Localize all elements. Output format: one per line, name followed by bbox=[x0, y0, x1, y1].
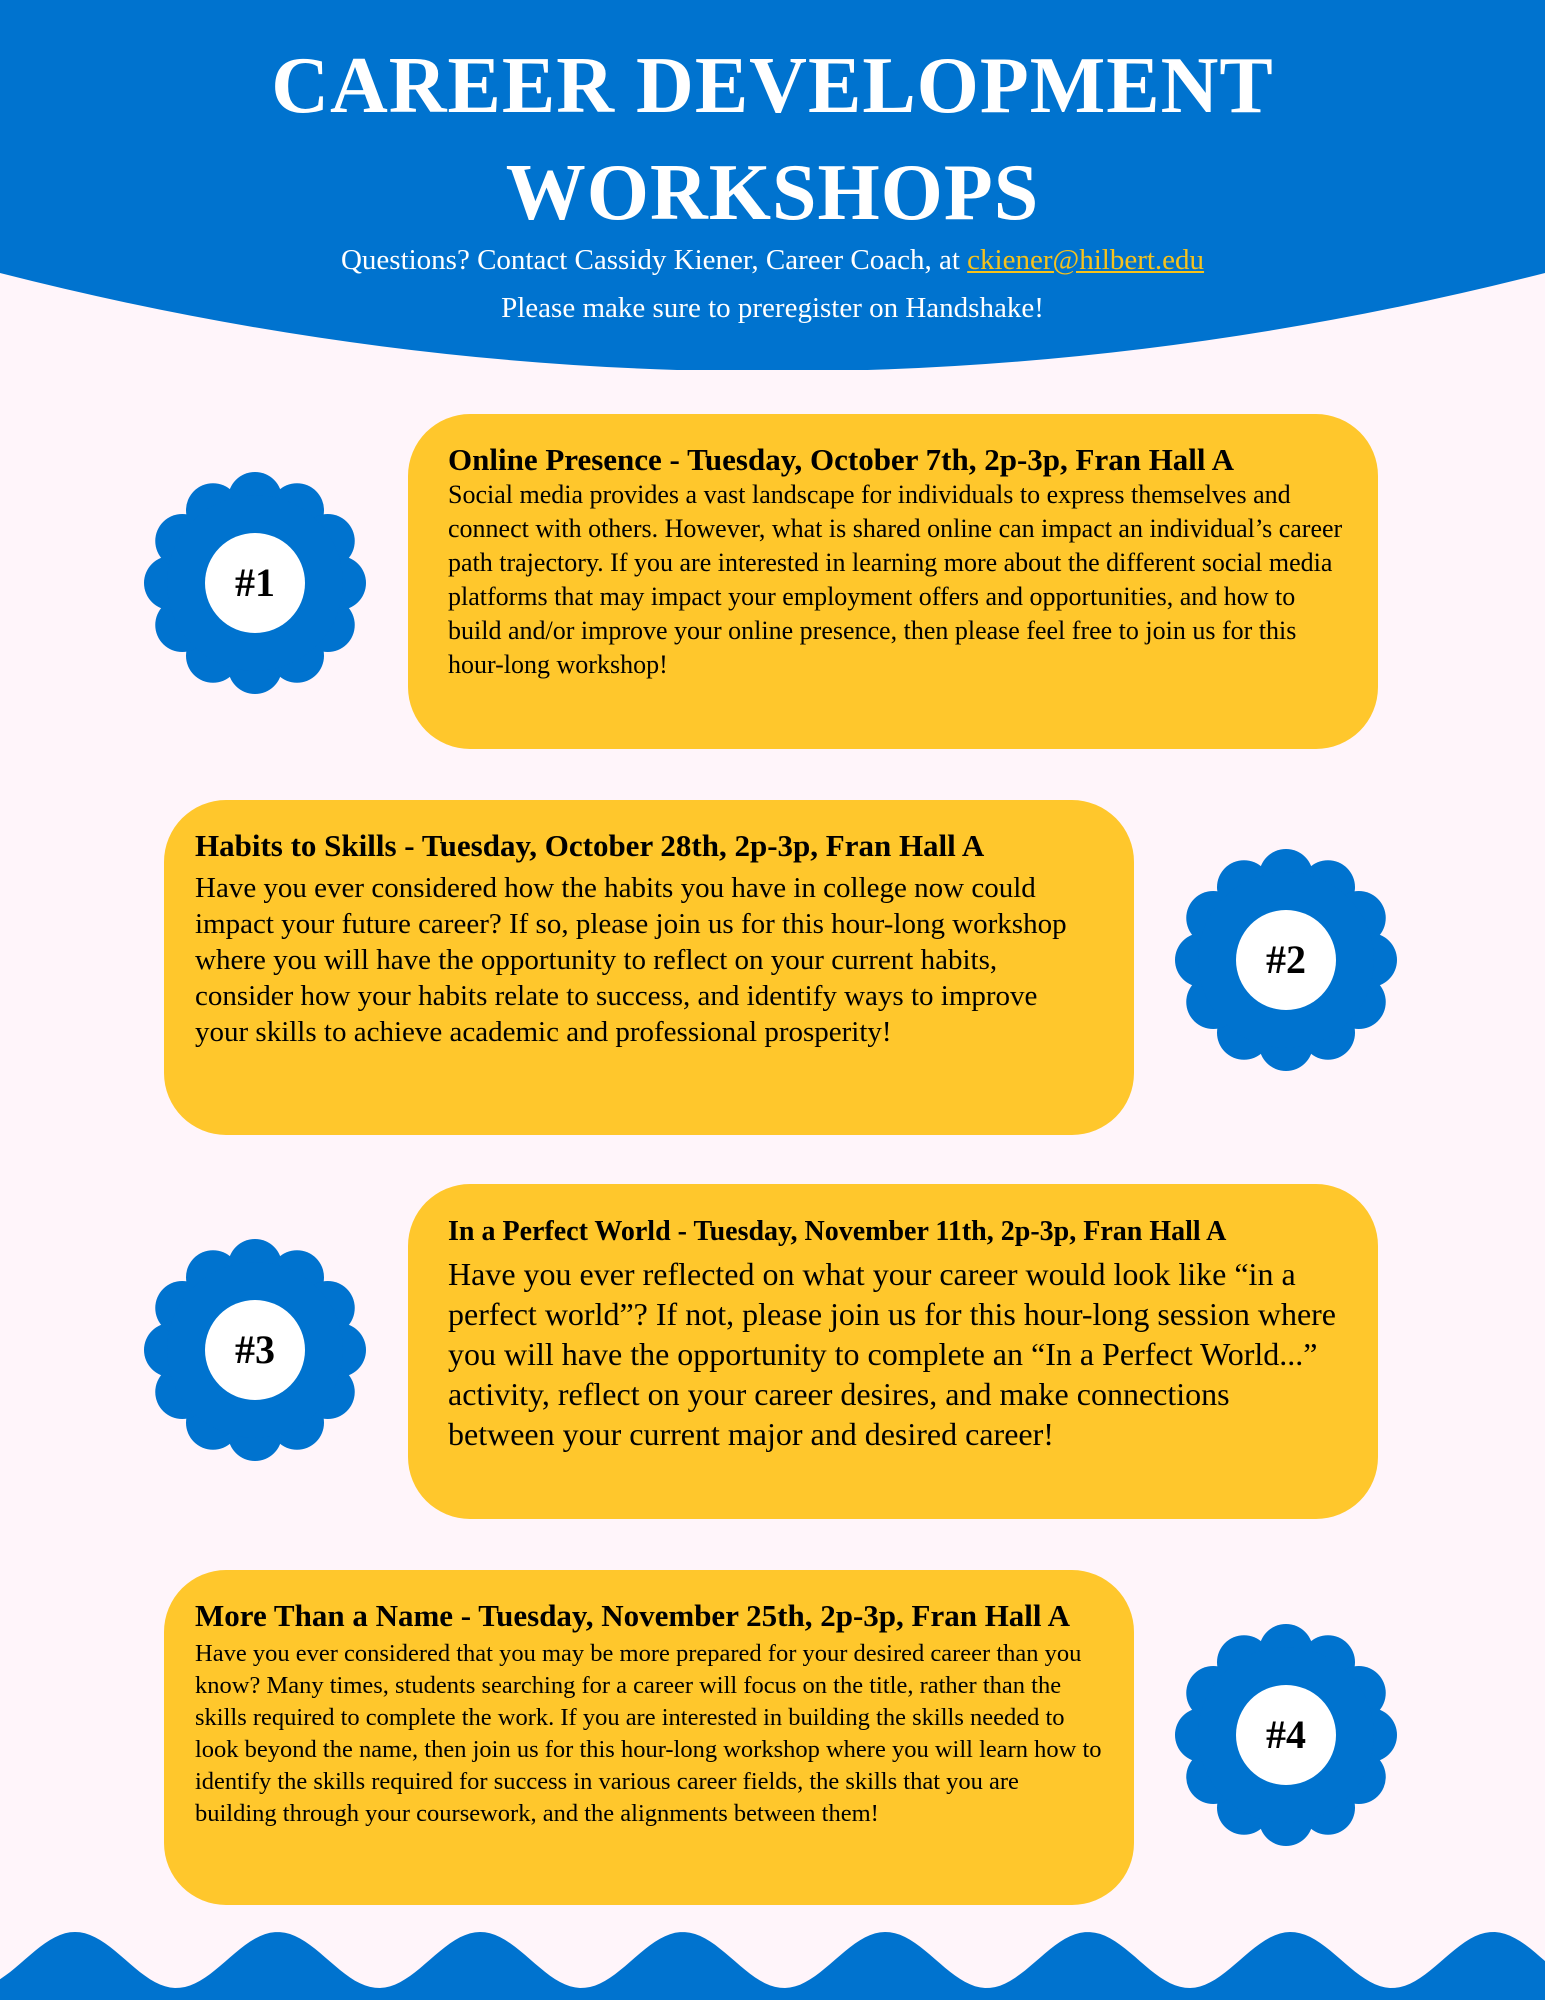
flower-icon bbox=[1175, 1624, 1397, 1846]
workshop-card-1: Online Presence - Tuesday, October 7th, … bbox=[408, 414, 1378, 749]
badge-flower-3: #3 bbox=[140, 1235, 370, 1465]
badge-number: #4 bbox=[1266, 1712, 1306, 1757]
contact-text: Questions? Contact Cassidy Kiener, Caree… bbox=[340, 244, 968, 276]
header-banner: CAREER DEVELOPMENT WORKSHOPS Questions? … bbox=[0, 0, 1545, 370]
badge-number: #2 bbox=[1266, 937, 1306, 982]
badge-number: #1 bbox=[235, 560, 275, 605]
page-title-line1: CAREER DEVELOPMENT bbox=[271, 42, 1274, 130]
page-title-line2: WORKSHOPS bbox=[505, 149, 1040, 237]
contact-line: Questions? Contact Cassidy Kiener, Caree… bbox=[0, 244, 1545, 276]
preregister-note: Please make sure to preregister on Hands… bbox=[501, 292, 1044, 324]
badge-flower-2: #2 bbox=[1171, 845, 1401, 1075]
badge-number: #3 bbox=[235, 1327, 275, 1372]
workshop-card-4: More Than a Name - Tuesday, November 25t… bbox=[164, 1570, 1134, 1905]
workshop-title: Online Presence - Tuesday, October 7th, … bbox=[448, 442, 1234, 477]
workshop-title: More Than a Name - Tuesday, November 25t… bbox=[195, 1598, 1070, 1633]
badge-flower-1: #1 bbox=[140, 468, 370, 698]
workshop-card-3: In a Perfect World - Tuesday, November 1… bbox=[408, 1184, 1378, 1519]
flower-icon bbox=[144, 1239, 366, 1461]
workshop-title: Habits to Skills - Tuesday, October 28th… bbox=[195, 828, 985, 863]
workshop-title: In a Perfect World - Tuesday, November 1… bbox=[448, 1216, 1227, 1247]
header-background bbox=[0, 0, 1545, 370]
contact-email-link[interactable]: ckiener@hilbert.edu bbox=[967, 244, 1205, 276]
footer-waves bbox=[0, 1932, 1545, 2000]
workshop-description: Have you ever reflected on what your car… bbox=[448, 1256, 1336, 1452]
workshop-card-2: Habits to Skills - Tuesday, October 28th… bbox=[164, 800, 1134, 1135]
workshop-description: Social media provides a vast landscape f… bbox=[448, 480, 1343, 679]
flower-icon bbox=[144, 472, 366, 694]
badge-flower-4: #4 bbox=[1171, 1620, 1401, 1850]
workshop-description: Have you ever considered that you may be… bbox=[195, 1640, 1102, 1827]
flower-icon bbox=[1175, 849, 1397, 1071]
workshop-description: Have you ever considered how the habits … bbox=[195, 872, 1067, 1048]
